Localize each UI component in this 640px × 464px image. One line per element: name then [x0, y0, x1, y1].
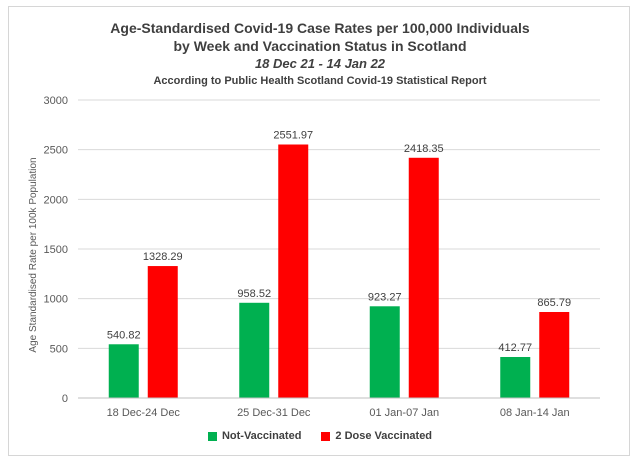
- chart-title: Age-Standardised Covid-19 Case Rates per…: [110, 20, 530, 36]
- bar-2-dose-vaccinated: [278, 144, 309, 398]
- y-axis-label: Age Standardised Rate per 100k Populatio…: [28, 157, 39, 352]
- x-tick-label: 01 Jan-07 Jan: [369, 407, 439, 419]
- x-tick-label: 25 Dec-31 Dec: [237, 407, 311, 419]
- x-tick-label: 08 Jan-14 Jan: [500, 407, 570, 419]
- bar-not-vaccinated: [108, 344, 139, 398]
- chart-subtitle: 18 Dec 21 - 14 Jan 22: [254, 56, 386, 71]
- bar-not-vaccinated: [239, 302, 270, 398]
- chart-source-note: According to Public Health Scotland Covi…: [153, 75, 487, 87]
- data-label: 412.77: [498, 342, 532, 354]
- data-label: 1328.29: [143, 251, 183, 263]
- y-tick-label: 3000: [44, 95, 68, 107]
- x-tick-label: 18 Dec-24 Dec: [107, 407, 181, 419]
- legend-item: 2 Dose Vaccinated: [321, 430, 432, 442]
- bar-2-dose-vaccinated: [539, 311, 570, 398]
- data-label: 540.82: [107, 329, 141, 341]
- legend-swatch: [321, 431, 331, 441]
- data-label: 865.79: [537, 297, 571, 309]
- data-label: 923.27: [368, 291, 402, 303]
- chart-title-line2: by Week and Vaccination Status in Scotla…: [173, 38, 467, 54]
- data-label: 2418.35: [404, 143, 444, 155]
- chart-legend: Not-Vaccinated 2 Dose Vaccinated: [0, 430, 640, 444]
- data-label: 2551.97: [273, 130, 313, 142]
- y-tick-label: 2000: [44, 194, 68, 206]
- legend-item: Not-Vaccinated: [207, 430, 302, 442]
- y-tick-label: 1000: [44, 294, 68, 306]
- legend-label: Not-Vaccinated: [221, 430, 302, 442]
- bar-2-dose-vaccinated: [147, 266, 178, 398]
- legend-swatch: [207, 431, 217, 441]
- y-tick-label: 0: [62, 393, 68, 405]
- bar-not-vaccinated: [369, 306, 400, 398]
- bar-2-dose-vaccinated: [408, 157, 439, 398]
- y-tick-label: 500: [50, 343, 68, 355]
- y-tick-label: 1500: [44, 244, 68, 256]
- bar-not-vaccinated: [500, 356, 531, 398]
- y-tick-label: 2500: [44, 145, 68, 157]
- legend-label: 2 Dose Vaccinated: [335, 430, 433, 442]
- data-label: 958.52: [237, 288, 271, 300]
